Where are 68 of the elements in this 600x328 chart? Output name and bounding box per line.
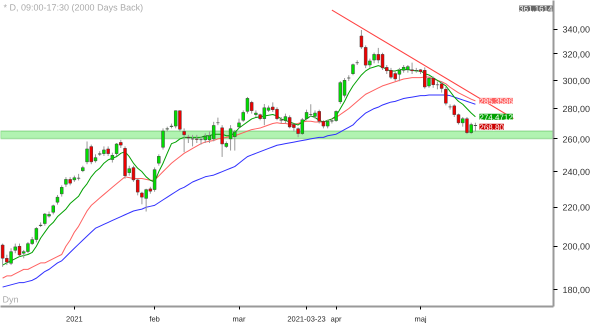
candlestick bbox=[106, 146, 110, 156]
candlestick bbox=[246, 96, 250, 114]
candlestick bbox=[393, 70, 397, 82]
candlestick bbox=[275, 106, 279, 121]
candlestick bbox=[351, 63, 355, 76]
candlestick bbox=[284, 113, 288, 124]
candlestick bbox=[85, 140, 89, 165]
candlestick bbox=[469, 122, 473, 135]
candlestick bbox=[43, 212, 47, 226]
annotation: Dyn bbox=[2, 294, 19, 304]
y-tick-label: 220,00 bbox=[562, 202, 590, 213]
candlestick bbox=[262, 103, 266, 126]
candlestick bbox=[190, 134, 194, 147]
candlestick bbox=[431, 76, 435, 88]
text: 268,80 bbox=[479, 122, 504, 132]
y-tick-label: 320,00 bbox=[562, 49, 590, 60]
chart-title: * D, 09:00-17:30 (2000 Days Back) bbox=[4, 2, 144, 12]
candlestick bbox=[110, 152, 114, 164]
candlestick bbox=[26, 241, 30, 254]
y-tick-label: 200,00 bbox=[562, 242, 590, 252]
candlestick bbox=[338, 80, 342, 104]
candlestick bbox=[140, 191, 144, 205]
candlestick bbox=[161, 128, 165, 150]
y-tick-label: 240,00 bbox=[562, 167, 590, 178]
y-tick-label: 300,00 bbox=[562, 76, 590, 86]
candlestick bbox=[474, 122, 478, 132]
data-label: 285,3586 bbox=[479, 96, 514, 106]
candlestick bbox=[174, 110, 178, 129]
candlestick bbox=[157, 154, 161, 166]
candlestick bbox=[376, 47, 380, 64]
y-tick-label: 340,00 bbox=[562, 24, 590, 35]
candlestick bbox=[212, 121, 216, 142]
candlestick bbox=[144, 188, 148, 212]
y-tick-label: 280,00 bbox=[562, 104, 590, 114]
candlestick bbox=[228, 124, 232, 152]
candlestick bbox=[56, 194, 60, 206]
candlestick bbox=[18, 243, 22, 258]
candlestick bbox=[182, 128, 186, 153]
candlestick bbox=[398, 67, 402, 82]
candlestick bbox=[444, 86, 448, 106]
candlestick bbox=[102, 146, 106, 156]
candlestick bbox=[220, 124, 224, 158]
y-tick-label: 180,00 bbox=[562, 284, 590, 295]
candlestick bbox=[34, 226, 38, 243]
candlestick bbox=[372, 52, 376, 64]
candlestick bbox=[465, 116, 469, 135]
text: 361,1614 bbox=[519, 4, 554, 14]
candlestick bbox=[410, 62, 414, 75]
candlestick bbox=[233, 129, 237, 152]
candlestick bbox=[242, 110, 245, 122]
candlestick bbox=[52, 204, 55, 215]
candlestick bbox=[60, 184, 64, 198]
candlestick bbox=[0, 243, 4, 268]
candlestick bbox=[152, 166, 156, 192]
candlestick bbox=[334, 110, 338, 122]
candlestick bbox=[288, 114, 292, 129]
candlestick bbox=[178, 110, 182, 132]
candlestick bbox=[440, 80, 444, 94]
candlestick bbox=[9, 248, 13, 266]
candlestick bbox=[380, 52, 384, 71]
y-tick-label: 260,00 bbox=[562, 134, 590, 144]
candlestick bbox=[389, 67, 393, 80]
candlestick bbox=[64, 176, 68, 188]
candlestick bbox=[114, 142, 118, 156]
candlestick bbox=[237, 118, 241, 129]
candlestick bbox=[250, 100, 254, 114]
data-label: 274,4712 bbox=[479, 112, 514, 122]
candlestick bbox=[317, 109, 321, 124]
